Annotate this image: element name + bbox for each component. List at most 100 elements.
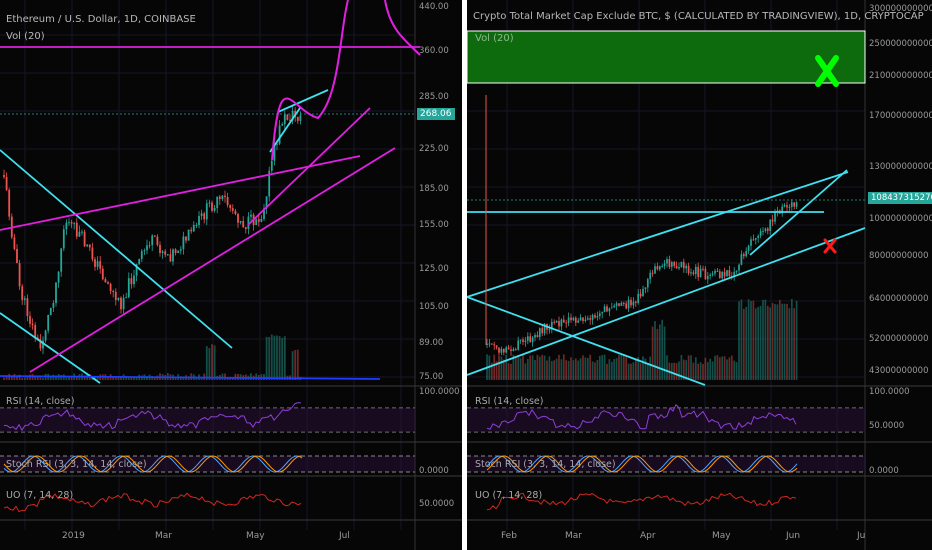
volume-bar — [55, 375, 57, 380]
candle — [493, 344, 496, 346]
volume-bar — [627, 363, 630, 380]
candle — [747, 245, 750, 251]
candle — [159, 244, 161, 253]
volume-bar — [555, 358, 558, 380]
candle — [654, 266, 656, 274]
candle — [594, 315, 596, 318]
candle — [273, 144, 276, 161]
candle — [39, 339, 42, 349]
volume-bar — [567, 360, 570, 380]
candle — [122, 297, 125, 310]
volume-bar — [125, 376, 128, 380]
candle — [88, 244, 91, 248]
candle — [769, 219, 772, 231]
volume-bar — [723, 356, 726, 380]
volume-bar — [694, 357, 697, 380]
volume-bar — [630, 363, 632, 380]
volume-bar — [283, 336, 286, 380]
candle — [510, 349, 512, 351]
candle — [127, 278, 130, 298]
volume-bar — [769, 307, 772, 380]
volume-bar — [584, 357, 587, 380]
stoch-k-line — [486, 455, 798, 473]
volume-bar — [505, 354, 508, 380]
candle — [143, 250, 146, 252]
eth-chart-canvas[interactable] — [0, 0, 462, 550]
candle — [18, 263, 21, 287]
volume-bar — [510, 363, 512, 380]
price-axis-tick: 89.00 — [419, 338, 444, 348]
volume-bar — [34, 376, 37, 380]
volume-bar — [39, 377, 42, 380]
volume-bar — [60, 374, 63, 380]
pane-divider[interactable] — [462, 0, 467, 550]
volume-bar — [498, 355, 500, 380]
volume-bar — [42, 377, 44, 380]
volume-bar — [213, 345, 216, 380]
price-axis-tick: 185.00 — [419, 184, 449, 194]
candle — [151, 235, 154, 246]
volume-bar — [615, 358, 618, 380]
volume-bar — [697, 363, 700, 380]
volume-bar — [692, 362, 695, 380]
stoch-band — [467, 456, 865, 472]
candle — [615, 303, 618, 306]
candle — [786, 205, 788, 208]
trendline — [0, 312, 101, 384]
trendline — [277, 89, 329, 113]
candle — [226, 197, 229, 206]
volume-bar — [711, 361, 714, 380]
volume-bar — [553, 360, 556, 380]
volume-bar — [608, 359, 611, 380]
candle — [231, 208, 234, 211]
candle — [104, 279, 107, 283]
eth-chart-pane[interactable]: Ethereum / U.S. Dollar, 1D, COINBASE Vol… — [0, 0, 462, 550]
candle — [237, 214, 239, 223]
candle — [694, 266, 697, 275]
candle — [505, 347, 508, 353]
eth-stoch-label: Stoch RSI (3, 3, 14, 14, close) — [6, 459, 147, 470]
altcap-chart-pane[interactable]: Crypto Total Market Cap Exclude BTC, $ (… — [467, 0, 932, 550]
stoch-d-line — [3, 455, 303, 473]
candle — [91, 247, 94, 260]
target-zone-box — [467, 30, 866, 84]
candle — [603, 306, 606, 313]
trendline — [29, 147, 396, 373]
candle — [49, 307, 52, 315]
volume-bar — [502, 359, 505, 380]
volume-bar — [488, 355, 491, 380]
volume-bar — [562, 354, 565, 380]
candle — [47, 314, 50, 331]
volume-bar — [560, 359, 563, 380]
volume-bar — [680, 354, 683, 380]
stoch-k-line — [3, 455, 303, 473]
candle — [174, 249, 177, 253]
volume-bar — [531, 355, 534, 380]
volume-bar — [757, 306, 760, 380]
candle — [586, 318, 589, 320]
volume-bar — [224, 373, 226, 380]
volume-bar — [766, 305, 769, 380]
candle — [99, 261, 102, 269]
candle — [661, 266, 664, 268]
candle — [670, 262, 673, 267]
candle — [278, 125, 281, 144]
volume-bar — [754, 308, 757, 380]
candle — [507, 347, 510, 350]
parabolic-curve — [271, 0, 421, 161]
candle — [486, 343, 488, 345]
candle — [596, 316, 599, 318]
altcap-chart-canvas[interactable] — [467, 0, 932, 550]
altcap-stoch-label: Stoch RSI (3, 3, 14, 14, close) — [475, 459, 616, 470]
uo-line — [3, 492, 302, 513]
volume-bar — [726, 359, 728, 380]
volume-bar — [526, 358, 529, 380]
candle — [610, 307, 613, 309]
candle — [690, 272, 692, 274]
candle — [260, 218, 263, 222]
target-check-x — [815, 55, 839, 87]
candle — [283, 114, 286, 125]
candle — [291, 110, 294, 121]
volume-bar — [750, 300, 752, 380]
price-axis-tick: 43000000000 — [869, 366, 929, 376]
